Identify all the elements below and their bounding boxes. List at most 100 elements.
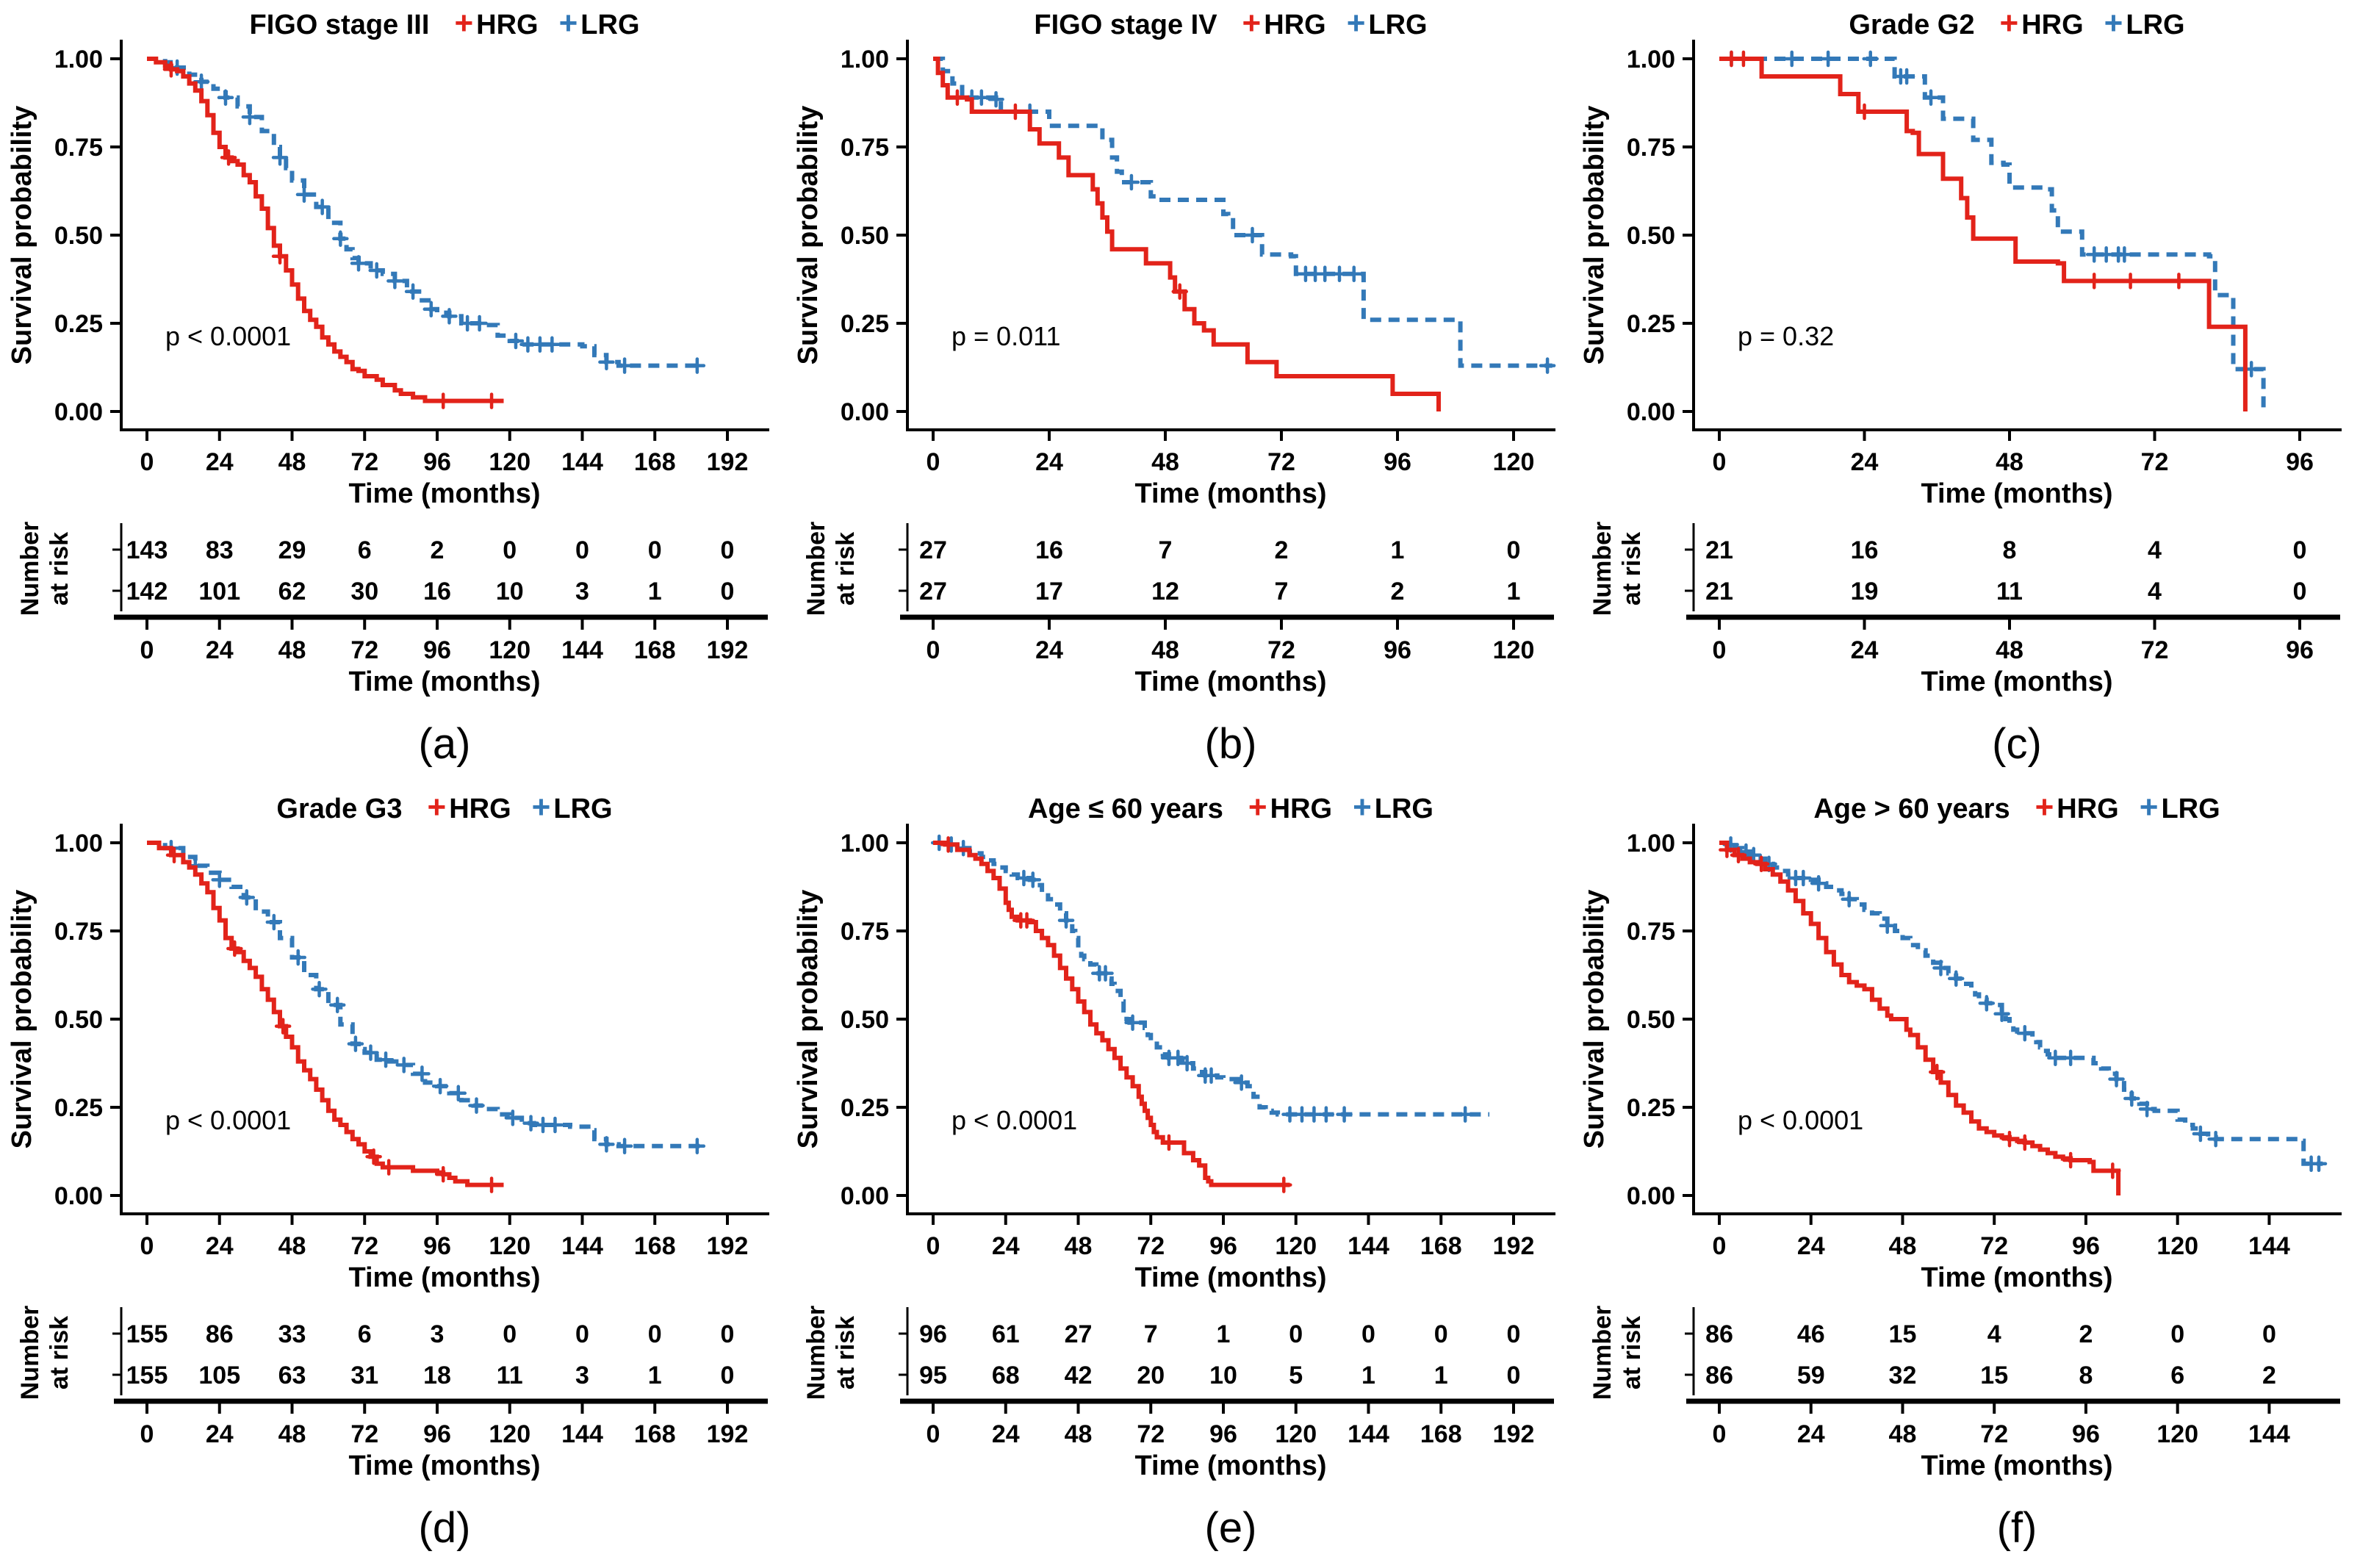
plot-axes — [906, 40, 1555, 431]
risk-count: 2 — [2079, 1320, 2093, 1348]
risk-count: 12 — [1151, 578, 1179, 605]
risk-count: 0 — [721, 1362, 735, 1389]
x-tick-label: 120 — [2156, 1232, 2198, 1260]
censor-marks-lrg — [930, 834, 1474, 1123]
risk-count: 21 — [1705, 578, 1733, 605]
risk-row-lrg: 155 105 63 31 18 11 3 1 0 — [126, 1362, 735, 1389]
km-panel-b-svg: FIGO stage IV + HRG + LRG 1.00 0.75 0.50 0.25 0.0… — [793, 5, 1556, 768]
risk-count: 143 — [126, 536, 168, 564]
risk-count: 155 — [126, 1362, 168, 1389]
x-tick-label: 192 — [1493, 1232, 1535, 1260]
risk-count: 0 — [575, 1320, 589, 1348]
risk-count: 32 — [1889, 1362, 1917, 1389]
risk-x-tick-label: 48 — [1065, 1420, 1093, 1448]
risk-table: 21 16 8 4 0 21 19 11 4 0 0 24 48 72 96 Time (months) Num… — [1589, 522, 2340, 697]
risk-table: 86 46 15 4 2 0 086 59 32 15 8 6 20 24 48 72 96 120 144Time… — [1589, 1306, 2340, 1481]
x-tick-label: 168 — [634, 448, 676, 476]
y-tick-label: 0.75 — [1627, 918, 1675, 946]
x-axis-title: Time (months) — [1921, 478, 2112, 509]
risk-count: 0 — [648, 536, 662, 564]
risk-row-hrg: 27 16 7 2 1 0 — [919, 536, 1520, 564]
risk-count: 0 — [721, 578, 735, 605]
x-tick-label: 24 — [1035, 448, 1063, 476]
x-tick-label: 24 — [206, 448, 234, 476]
risk-x-tick-label: 48 — [278, 636, 306, 664]
panel-caption: (c) — [1992, 720, 2042, 768]
km-panel-d-svg: Grade G3 + HRG + LRG 1.00 0.75 0.50 0.25 0.00 0 24 4… — [7, 789, 769, 1552]
risk-count: 8 — [2079, 1362, 2093, 1389]
risk-x-tick-label: 192 — [707, 636, 749, 664]
risk-count: 7 — [1144, 1320, 1158, 1348]
risk-count: 61 — [992, 1320, 1020, 1348]
number-at-risk-label: Number — [1589, 522, 1616, 616]
plot-axes — [120, 40, 769, 431]
risk-x-tick-label: 0 — [927, 1420, 940, 1448]
x-axis-title: Time (months) — [348, 1262, 540, 1293]
y-tick-label: 0.75 — [54, 918, 103, 946]
x-tick-label: 96 — [2072, 1232, 2100, 1260]
risk-x-axis-title: Time (months) — [1134, 666, 1326, 697]
panel-title: Age ≤ 60 years + HRG + LRG — [1028, 789, 1433, 825]
risk-count: 11 — [1996, 578, 2023, 605]
panel-caption: (b) — [1205, 720, 1257, 768]
risk-row-lrg: 27 17 12 7 2 1 — [919, 578, 1520, 605]
risk-count: 0 — [1507, 536, 1521, 564]
km-curve-lrg — [147, 57, 704, 368]
risk-count: 86 — [1705, 1362, 1733, 1389]
number-at-risk-label: Number — [16, 1306, 44, 1400]
panel-b: FIGO stage IV + HRG + LRG 1.00 0.75 0.50 0.25 0.0… — [786, 0, 1572, 784]
risk-x-tick-label: 120 — [1493, 636, 1535, 664]
km-panel-f-svg: Age > 60 years + HRG + LRG 1.00 0.75 0.50 0.25 0.… — [1579, 789, 2342, 1552]
number-at-risk-label: Number — [802, 1306, 830, 1400]
risk-x-tick-label: 168 — [634, 636, 676, 664]
risk-x-tick-label: 72 — [350, 636, 378, 664]
censor-marks-hrg — [1719, 841, 2121, 1179]
risk-count: 0 — [1507, 1362, 1521, 1389]
risk-x-tick-label: 72 — [350, 1420, 378, 1448]
risk-count: 30 — [350, 578, 378, 605]
risk-row-hrg: 96 61 27 7 1 0 0 0 0 — [919, 1320, 1520, 1348]
risk-x-tick-label: 120 — [2156, 1420, 2198, 1448]
x-tick-label: 0 — [1713, 1232, 1727, 1260]
risk-count: 59 — [1797, 1362, 1825, 1389]
x-tick-label: 72 — [1137, 1232, 1165, 1260]
risk-count: 101 — [198, 578, 240, 605]
risk-x-tick-label: 168 — [634, 1420, 676, 1448]
y-axis-title: Survival probability — [7, 106, 37, 365]
y-axis: 1.00 0.75 0.50 0.25 0.00 — [841, 830, 907, 1210]
y-axis: 1.00 0.75 0.50 0.25 0.00 — [841, 46, 907, 426]
risk-count: 29 — [278, 536, 306, 564]
risk-x-axis-title: Time (months) — [348, 1450, 540, 1481]
x-tick-label: 48 — [278, 1232, 306, 1260]
number-at-risk-label: Number — [802, 522, 830, 616]
y-tick-label: 0.75 — [841, 918, 889, 946]
risk-x-tick-label: 24 — [1851, 636, 1879, 664]
y-tick-label: 0.50 — [54, 222, 103, 250]
y-tick-label: 0.00 — [841, 398, 889, 426]
risk-x-tick-label: 144 — [2248, 1420, 2290, 1448]
x-axis: 0 24 48 72 96 120 144 — [1713, 1214, 2290, 1260]
risk-row-hrg: 155 86 33 6 3 0 0 0 0 — [126, 1320, 735, 1348]
x-tick-label: 168 — [1420, 1232, 1462, 1260]
risk-count: 0 — [1289, 1320, 1303, 1348]
km-curve-hrg — [1719, 841, 2121, 1195]
y-tick-label: 0.25 — [1627, 1094, 1675, 1122]
p-value-label: p = 0.011 — [951, 321, 1060, 351]
panel-caption: (d) — [419, 1504, 471, 1552]
x-tick-label: 96 — [1384, 448, 1411, 476]
y-tick-label: 0.50 — [1627, 222, 1675, 250]
y-tick-label: 0.50 — [841, 1006, 889, 1034]
risk-x-tick-label: 72 — [1137, 1420, 1165, 1448]
x-axis-title: Time (months) — [1921, 1262, 2112, 1293]
risk-count: 3 — [431, 1320, 445, 1348]
risk-x-tick-label: 24 — [206, 1420, 234, 1448]
x-tick-label: 144 — [561, 448, 603, 476]
p-value-label: p < 0.0001 — [1738, 1105, 1863, 1135]
censor-marks-hrg — [1723, 50, 2187, 289]
km-panel-c-svg: Grade G2 + HRG + LRG 1.00 0.75 0.50 0.25 0.00 0 24 4… — [1579, 5, 2342, 768]
plot-axes — [906, 824, 1555, 1215]
x-tick-label: 168 — [634, 1232, 676, 1260]
km-curve-hrg — [933, 57, 1441, 411]
risk-row-lrg: 142 101 62 30 16 10 3 1 0 — [126, 578, 735, 605]
y-axis-title: Survival probability — [793, 890, 824, 1149]
